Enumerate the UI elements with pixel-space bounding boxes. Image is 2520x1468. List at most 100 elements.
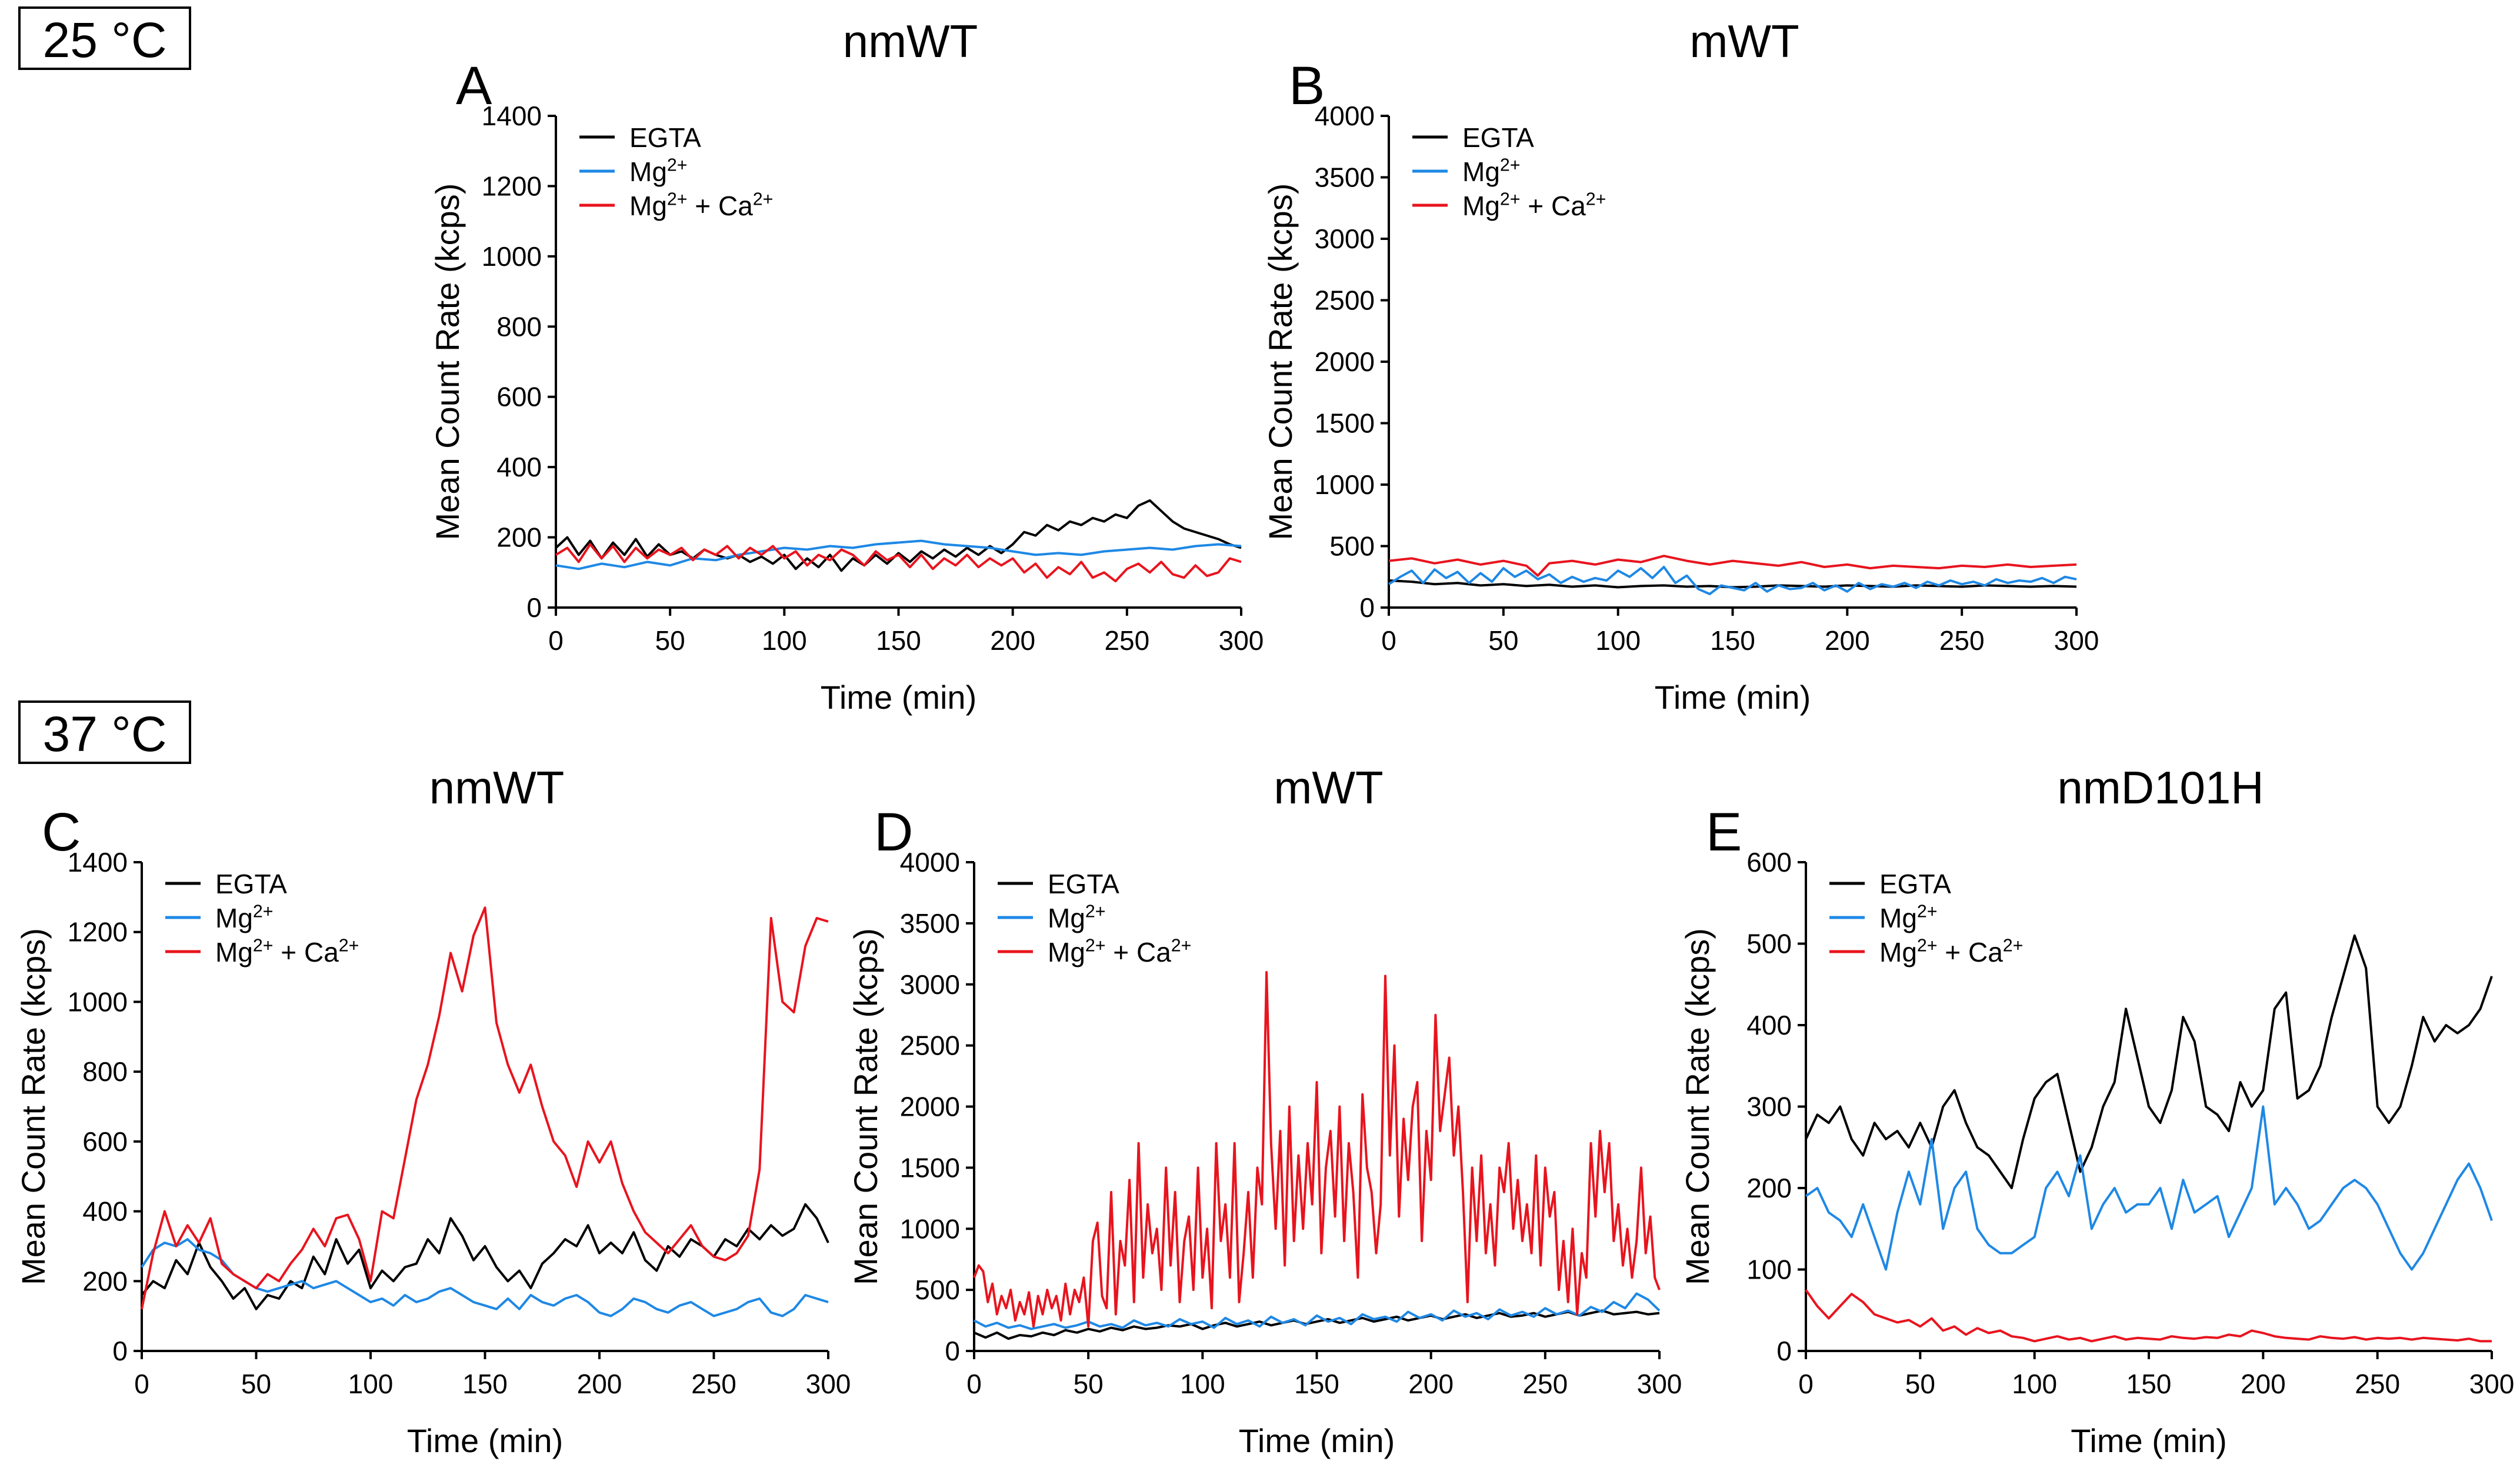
- legend-text: EGTA: [1879, 869, 1951, 899]
- panel-letter: E: [1706, 802, 1742, 862]
- x-tick-label: 300: [1637, 1369, 1682, 1399]
- series-line-mg: [1805, 1105, 2493, 1271]
- panel-letter: A: [456, 56, 492, 116]
- x-tick-label: 200: [2241, 1369, 2286, 1399]
- series-line-mg: [141, 1238, 829, 1317]
- legend-text: EGTA: [629, 122, 701, 153]
- y-tick-label: 0: [1359, 592, 1375, 623]
- y-axis-label: Mean Count Rate (kcps): [429, 184, 466, 541]
- chart-title: nmWT: [843, 15, 978, 67]
- x-tick-label: 100: [2012, 1369, 2057, 1399]
- x-tick-label: 50: [1905, 1369, 1935, 1399]
- x-tick-label: 200: [990, 625, 1035, 656]
- legend-superscript: 2+: [1917, 936, 1938, 956]
- legend-label-egta: EGTA: [1462, 122, 1534, 153]
- y-tick-label: 1400: [68, 847, 128, 878]
- x-tick-label: 50: [241, 1369, 271, 1399]
- legend-superscript: 2+: [1586, 190, 1606, 209]
- y-tick-label: 600: [496, 382, 542, 412]
- x-tick-label: 150: [1294, 1369, 1339, 1399]
- y-tick-label: 3500: [900, 908, 960, 939]
- y-tick-label: 300: [1746, 1092, 1792, 1122]
- legend-superscript: 2+: [667, 190, 688, 209]
- x-tick-label: 300: [2054, 625, 2099, 656]
- legend-text: Mg: [215, 937, 253, 967]
- legend-text: +: [1938, 937, 1968, 967]
- legend-text: Mg: [1879, 903, 1917, 933]
- y-tick-label: 2500: [900, 1030, 960, 1061]
- legend-superscript: 2+: [1085, 936, 1106, 956]
- x-tick-label: 300: [1219, 625, 1264, 656]
- legend-text: Mg: [1462, 156, 1500, 187]
- y-tick-label: 100: [1746, 1255, 1792, 1285]
- x-axis-label: Time (min): [1239, 1422, 1395, 1459]
- y-tick-label: 4000: [1315, 101, 1375, 131]
- legend-label-mgca: Mg2+ + Ca2+: [1879, 936, 2023, 967]
- x-axis-label: Time (min): [1655, 679, 1811, 716]
- legend-label-mg: Mg2+: [1048, 902, 1106, 933]
- chart-panel-c: nmWT C 0 50 100 150 200 250 300 0 200 400 600 800 1000…: [15, 762, 851, 1459]
- temperature-label-37: 37 °C: [42, 706, 166, 762]
- y-tick-label: 500: [1329, 531, 1375, 562]
- y-tick-label: 4000: [900, 847, 960, 878]
- chart-title: nmD101H: [2057, 762, 2264, 813]
- legend-superscript: 2+: [1500, 156, 1521, 175]
- series-line-egta: [141, 1203, 829, 1310]
- x-tick-label: 100: [1595, 625, 1641, 656]
- legend-superscript: 2+: [1171, 936, 1192, 956]
- y-tick-label: 600: [82, 1126, 128, 1157]
- chart-title: mWT: [1274, 762, 1383, 813]
- x-tick-label: 150: [462, 1369, 508, 1399]
- legend-label-mg: Mg2+: [629, 156, 688, 187]
- legend-superscript: 2+: [253, 902, 274, 922]
- y-tick-label: 2000: [1315, 346, 1375, 377]
- legend-text: +: [1106, 937, 1136, 967]
- x-tick-label: 300: [2469, 1369, 2515, 1399]
- legend-label-mg: Mg2+: [215, 902, 274, 933]
- y-tick-label: 1000: [1315, 469, 1375, 500]
- chart-title: mWT: [1689, 15, 1799, 67]
- legend-text: Mg: [1879, 937, 1917, 967]
- x-tick-label: 300: [806, 1369, 851, 1399]
- y-tick-label: 400: [82, 1196, 128, 1227]
- y-axis-label: Mean Count Rate (kcps): [15, 928, 52, 1285]
- y-tick-label: 1000: [482, 241, 542, 272]
- x-tick-label: 250: [1104, 625, 1149, 656]
- temperature-box-37: 37 °C: [18, 700, 191, 764]
- y-tick-label: 1000: [900, 1213, 960, 1244]
- panel-letter: D: [874, 802, 913, 862]
- y-axis-label: Mean Count Rate (kcps): [1262, 184, 1299, 541]
- y-tick-label: 3500: [1315, 162, 1375, 193]
- x-tick-label: 250: [1939, 625, 1985, 656]
- x-tick-label: 200: [1408, 1369, 1454, 1399]
- legend-text: EGTA: [215, 869, 287, 899]
- x-tick-label: 250: [1522, 1369, 1568, 1399]
- chart-panel-a: nmWT A 0 50 100 150 200 250 300 0 200 400 600 800 1000…: [429, 15, 1264, 716]
- y-tick-label: 1200: [482, 171, 542, 201]
- x-tick-label: 150: [2126, 1369, 2172, 1399]
- legend-superscript: 2+: [1085, 902, 1106, 922]
- series-line-mgca: [141, 906, 829, 1310]
- legend-superscript: 2+: [667, 156, 688, 175]
- series-line-mgca: [1805, 1289, 2492, 1343]
- legend-superscript: 2+: [1917, 902, 1938, 922]
- y-tick-label: 500: [1746, 929, 1792, 959]
- y-tick-label: 1500: [1315, 408, 1375, 439]
- y-tick-label: 2500: [1315, 285, 1375, 316]
- y-tick-label: 0: [1776, 1336, 1792, 1366]
- panel-letter: C: [42, 802, 81, 862]
- series-line-mgca: [1388, 555, 2077, 577]
- x-tick-label: 150: [1710, 625, 1755, 656]
- y-tick-label: 600: [1746, 847, 1792, 878]
- legend-text: Ca: [304, 937, 339, 967]
- legend-text: Mg: [629, 191, 667, 221]
- legend-text: Mg: [1462, 191, 1500, 221]
- x-tick-label: 100: [762, 625, 807, 656]
- legend-superscript: 2+: [1500, 190, 1521, 209]
- y-tick-label: 200: [82, 1266, 128, 1296]
- legend-text: Ca: [718, 191, 753, 221]
- legend-text: Ca: [1551, 191, 1586, 221]
- legend-superscript: 2+: [339, 936, 359, 956]
- y-tick-label: 400: [1746, 1010, 1792, 1040]
